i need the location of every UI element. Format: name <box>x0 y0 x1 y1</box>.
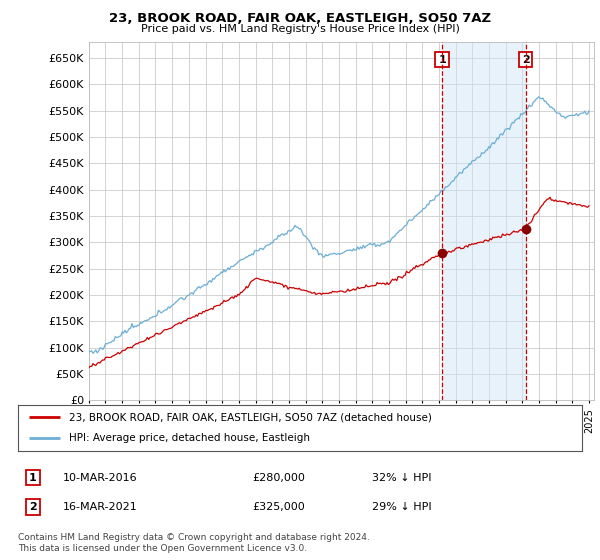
Text: 32% ↓ HPI: 32% ↓ HPI <box>372 473 431 483</box>
Text: 1: 1 <box>29 473 37 483</box>
Text: £325,000: £325,000 <box>252 502 305 512</box>
Text: 2: 2 <box>29 502 37 512</box>
Text: HPI: Average price, detached house, Eastleigh: HPI: Average price, detached house, East… <box>69 433 310 444</box>
Text: Contains HM Land Registry data © Crown copyright and database right 2024.
This d: Contains HM Land Registry data © Crown c… <box>18 533 370 553</box>
Text: £280,000: £280,000 <box>252 473 305 483</box>
Text: 23, BROOK ROAD, FAIR OAK, EASTLEIGH, SO50 7AZ: 23, BROOK ROAD, FAIR OAK, EASTLEIGH, SO5… <box>109 12 491 25</box>
Text: 16-MAR-2021: 16-MAR-2021 <box>63 502 138 512</box>
Text: 23, BROOK ROAD, FAIR OAK, EASTLEIGH, SO50 7AZ (detached house): 23, BROOK ROAD, FAIR OAK, EASTLEIGH, SO5… <box>69 412 431 422</box>
Text: 1: 1 <box>438 54 446 64</box>
Text: 10-MAR-2016: 10-MAR-2016 <box>63 473 137 483</box>
Text: 29% ↓ HPI: 29% ↓ HPI <box>372 502 431 512</box>
Bar <box>442 42 526 400</box>
Text: Price paid vs. HM Land Registry's House Price Index (HPI): Price paid vs. HM Land Registry's House … <box>140 24 460 34</box>
Text: 2: 2 <box>522 54 530 64</box>
